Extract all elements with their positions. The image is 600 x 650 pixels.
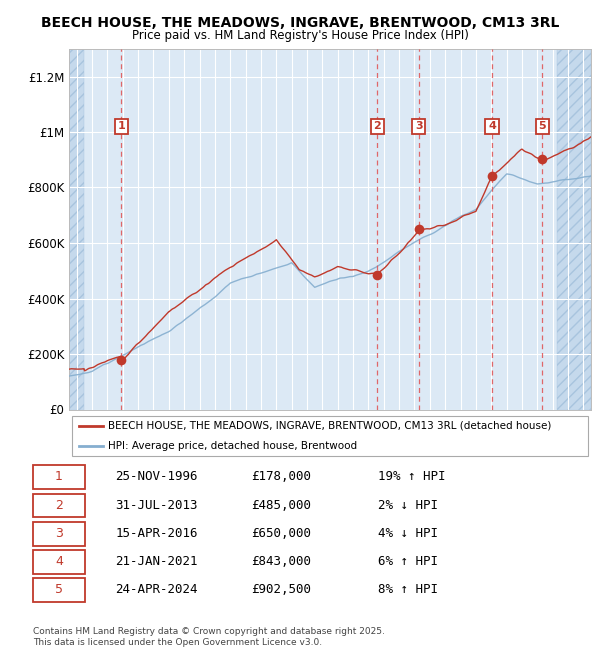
FancyBboxPatch shape [33,578,85,602]
Text: 5: 5 [55,583,63,596]
Text: £902,500: £902,500 [251,583,311,596]
Text: 5: 5 [538,122,546,131]
FancyBboxPatch shape [33,465,85,489]
Text: £485,000: £485,000 [251,499,311,512]
Bar [69,49,85,410]
Text: BEECH HOUSE, THE MEADOWS, INGRAVE, BRENTWOOD, CM13 3RL: BEECH HOUSE, THE MEADOWS, INGRAVE, BRENT… [41,16,559,31]
Text: Price paid vs. HM Land Registry's House Price Index (HPI): Price paid vs. HM Land Registry's House … [131,29,469,42]
Text: 4% ↓ HPI: 4% ↓ HPI [378,526,438,539]
Text: 15-APR-2016: 15-APR-2016 [116,526,198,539]
Text: £843,000: £843,000 [251,555,311,568]
FancyBboxPatch shape [71,416,589,456]
Text: 2: 2 [373,122,381,131]
Bar [557,49,591,410]
Text: 25-NOV-1996: 25-NOV-1996 [116,471,198,484]
Text: HPI: Average price, detached house, Brentwood: HPI: Average price, detached house, Bren… [108,441,357,451]
Text: 21-JAN-2021: 21-JAN-2021 [116,555,198,568]
Text: BEECH HOUSE, THE MEADOWS, INGRAVE, BRENTWOOD, CM13 3RL (detached house): BEECH HOUSE, THE MEADOWS, INGRAVE, BRENT… [108,421,551,431]
Bar [69,49,85,410]
FancyBboxPatch shape [33,550,85,574]
Text: 1: 1 [118,122,125,131]
Text: 3: 3 [415,122,423,131]
Text: £650,000: £650,000 [251,526,311,539]
Bar [557,49,591,410]
FancyBboxPatch shape [33,493,85,517]
FancyBboxPatch shape [33,522,85,545]
Text: 4: 4 [55,555,63,568]
Text: Contains HM Land Registry data © Crown copyright and database right 2025.
This d: Contains HM Land Registry data © Crown c… [33,627,385,647]
Text: 3: 3 [55,526,63,539]
Text: 6% ↑ HPI: 6% ↑ HPI [378,555,438,568]
Text: 31-JUL-2013: 31-JUL-2013 [116,499,198,512]
Text: 4: 4 [488,122,496,131]
Text: 24-APR-2024: 24-APR-2024 [116,583,198,596]
Text: 8% ↑ HPI: 8% ↑ HPI [378,583,438,596]
Text: 2: 2 [55,499,63,512]
Text: 19% ↑ HPI: 19% ↑ HPI [378,471,445,484]
Text: £178,000: £178,000 [251,471,311,484]
Text: 1: 1 [55,471,63,484]
Text: 2% ↓ HPI: 2% ↓ HPI [378,499,438,512]
